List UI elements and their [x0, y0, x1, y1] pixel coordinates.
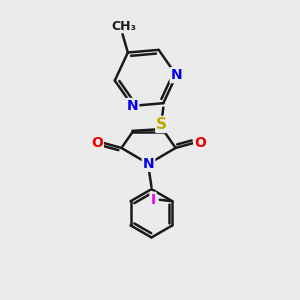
Text: N: N	[171, 68, 182, 82]
Text: O: O	[91, 136, 103, 150]
Text: N: N	[143, 157, 154, 171]
Text: S: S	[156, 117, 167, 132]
Text: O: O	[194, 136, 206, 150]
Text: CH₃: CH₃	[112, 20, 136, 32]
Text: I: I	[150, 193, 155, 207]
Text: N: N	[127, 99, 138, 113]
